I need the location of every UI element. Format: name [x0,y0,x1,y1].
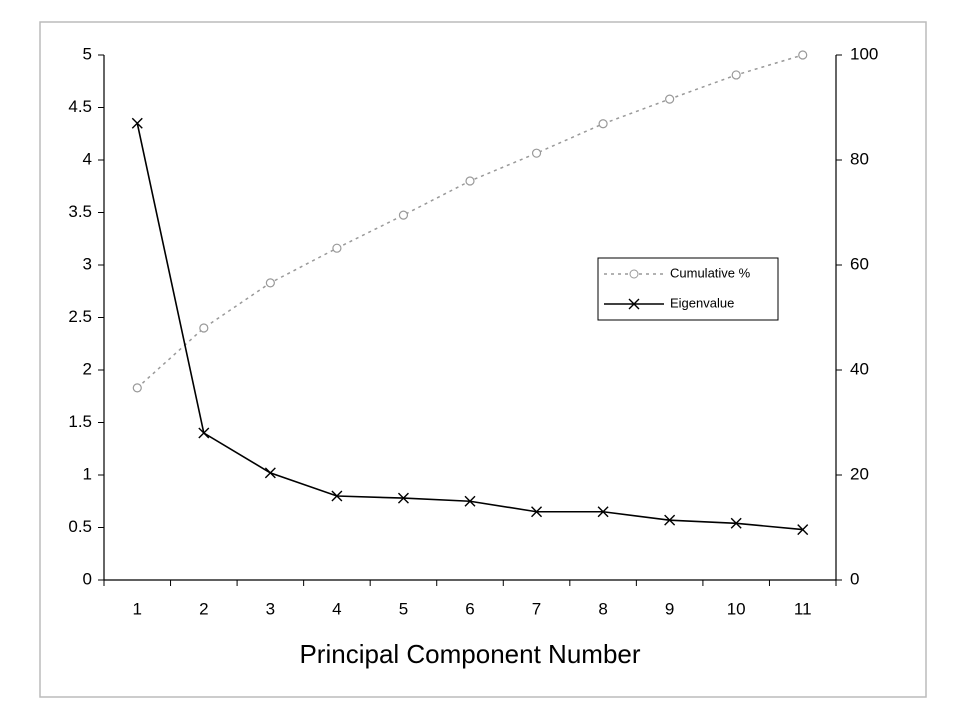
point [397,492,409,504]
legend-label: Cumulative % [670,265,751,280]
point [664,514,676,526]
point [199,323,209,333]
x-axis-label: Principal Component Number [299,639,640,669]
y2-tick-label: 0 [850,569,859,588]
y2-tick-label: 40 [850,359,869,378]
y-tick-label: 2.5 [68,307,92,326]
legend-box [597,257,779,321]
y2-tick-label: 80 [850,149,869,168]
x-tick-label: 11 [794,599,812,618]
x-tick-label: 10 [727,599,746,618]
point [598,119,608,129]
point [531,148,542,158]
y-tick-label: 3.5 [68,202,92,221]
legend-marker [629,269,639,279]
y2-tick-label: 100 [850,44,878,63]
point [464,495,476,507]
point [331,490,343,502]
y-tick-label: 0.5 [68,517,92,536]
point [730,517,742,529]
y-tick-label: 1.5 [68,412,92,431]
point [264,467,276,479]
y-tick-label: 4 [83,149,92,168]
x-tick-label: 9 [665,599,674,618]
x-tick-label: 4 [332,599,341,618]
point [265,278,275,288]
point [332,243,342,253]
y2-tick-label: 60 [850,254,869,273]
y-tick-label: 3 [83,254,92,273]
y-tick-label: 5 [83,44,92,63]
point [798,50,808,60]
point [731,70,741,80]
x-tick-label: 1 [133,599,142,618]
point [198,427,210,439]
point [531,506,543,518]
y-tick-label: 1 [83,464,92,483]
y-tick-label: 2 [83,359,92,378]
point [465,176,475,186]
point [398,210,409,220]
legend-label: Eigenvalue [670,295,734,310]
point [797,524,809,536]
point [665,94,675,104]
x-tick-label: 8 [598,599,607,618]
point [132,383,142,393]
x-tick-label: 5 [399,599,408,618]
x-tick-label: 6 [465,599,474,618]
x-tick-label: 2 [199,599,208,618]
point [597,506,609,518]
chart-border [39,21,927,698]
legend-marker [628,298,640,310]
y-tick-label: 0 [83,569,92,588]
x-tick-label: 3 [266,599,275,618]
point [131,117,143,129]
y2-tick-label: 20 [850,464,869,483]
x-tick-label: 7 [532,599,541,618]
y-tick-label: 4.5 [68,97,92,116]
